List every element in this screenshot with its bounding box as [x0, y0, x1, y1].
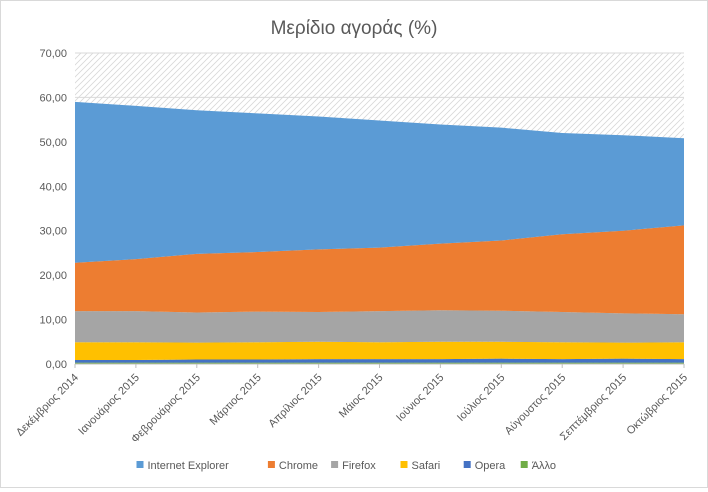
x-tick-label: Ιανουάριος 2015 [76, 372, 142, 438]
legend-label: Safari [412, 460, 441, 472]
x-tick-label: Ιούνιος 2015 [394, 372, 446, 424]
area-series-chrome-4 [75, 225, 684, 315]
legend-swatch [520, 461, 528, 468]
x-tick-label: Σεπτέμβριος 2015 [558, 372, 629, 443]
y-tick-label: 10,00 [39, 315, 67, 327]
area-series-safari-2 [75, 341, 684, 360]
y-tick-label: 60,00 [39, 92, 67, 104]
y-tick-label: 20,00 [39, 270, 67, 282]
x-tick-label: Απρίλιος 2015 [266, 372, 324, 430]
legend-swatch [463, 461, 471, 468]
x-tick-label: Δεκέμβριος 2014 [14, 372, 81, 439]
legend-swatch [136, 461, 144, 468]
legend-label: Chrome [279, 460, 318, 472]
legend-label: Internet Explorer [148, 460, 230, 472]
y-tick-label: 70,00 [39, 48, 67, 60]
y-tick-label: 40,00 [39, 181, 67, 193]
x-tick-label: Μάιος 2015 [337, 372, 386, 421]
legend-label: Opera [475, 460, 506, 472]
legend-label: Firefox [342, 460, 376, 472]
area-series-internet-explorer-5 [75, 101, 684, 263]
x-tick-label: Μάρτιος 2015 [208, 372, 264, 428]
y-tick-label: 50,00 [39, 137, 67, 149]
stacked-areas [75, 101, 684, 364]
x-tick-label: Ιούλιος 2015 [455, 372, 507, 424]
chart-title: Μερίδιο αγοράς (%) [271, 18, 438, 39]
y-tick-label: 30,00 [39, 226, 67, 238]
area-series-opera-1 [75, 358, 684, 363]
legend-label: Άλλο [532, 460, 556, 472]
legend-swatch [267, 461, 275, 468]
x-tick-label: Οκτώβριος 2015 [624, 372, 690, 438]
legend-swatch [400, 461, 408, 468]
area-series-firefox-3 [75, 310, 684, 343]
x-tick-label: Αύγουστος 2015 [503, 372, 569, 438]
legend-swatch [331, 461, 339, 468]
x-tick-label: Φεβρουάριος 2015 [129, 372, 203, 446]
y-tick-label: 0,00 [46, 359, 67, 371]
legend: Internet Explorer Chrome Firefox Safari Oper… [136, 460, 556, 472]
